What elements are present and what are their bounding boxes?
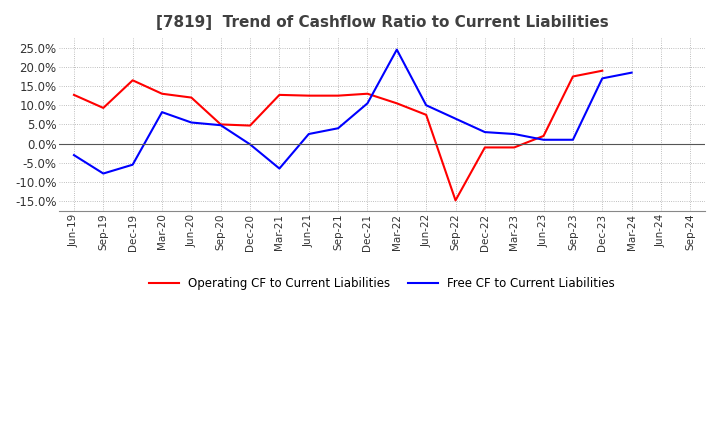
Free CF to Current Liabilities xyxy=(275,166,284,171)
Line: Operating CF to Current Liabilities: Operating CF to Current Liabilities xyxy=(74,71,602,200)
Operating CF to Current Liabilities xyxy=(99,105,107,110)
Free CF to Current Liabilities xyxy=(451,116,460,121)
Free CF to Current Liabilities xyxy=(187,120,196,125)
Free CF to Current Liabilities xyxy=(217,123,225,128)
Operating CF to Current Liabilities xyxy=(187,95,196,100)
Line: Free CF to Current Liabilities: Free CF to Current Liabilities xyxy=(74,50,631,173)
Free CF to Current Liabilities xyxy=(334,125,343,131)
Operating CF to Current Liabilities xyxy=(422,112,431,117)
Free CF to Current Liabilities xyxy=(510,132,518,137)
Operating CF to Current Liabilities xyxy=(158,91,166,96)
Operating CF to Current Liabilities xyxy=(275,92,284,98)
Operating CF to Current Liabilities xyxy=(70,92,78,98)
Title: [7819]  Trend of Cashflow Ratio to Current Liabilities: [7819] Trend of Cashflow Ratio to Curren… xyxy=(156,15,608,30)
Operating CF to Current Liabilities xyxy=(217,122,225,127)
Operating CF to Current Liabilities xyxy=(480,145,489,150)
Free CF to Current Liabilities xyxy=(70,153,78,158)
Operating CF to Current Liabilities xyxy=(451,198,460,203)
Operating CF to Current Liabilities xyxy=(363,91,372,96)
Free CF to Current Liabilities xyxy=(99,171,107,176)
Free CF to Current Liabilities xyxy=(128,162,137,167)
Operating CF to Current Liabilities xyxy=(128,78,137,83)
Free CF to Current Liabilities xyxy=(363,101,372,106)
Free CF to Current Liabilities xyxy=(392,47,401,52)
Free CF to Current Liabilities xyxy=(480,129,489,135)
Operating CF to Current Liabilities xyxy=(392,101,401,106)
Operating CF to Current Liabilities xyxy=(569,74,577,79)
Operating CF to Current Liabilities xyxy=(539,133,548,139)
Free CF to Current Liabilities xyxy=(569,137,577,143)
Free CF to Current Liabilities xyxy=(539,137,548,143)
Operating CF to Current Liabilities xyxy=(334,93,343,98)
Free CF to Current Liabilities xyxy=(246,142,254,147)
Operating CF to Current Liabilities xyxy=(246,123,254,128)
Free CF to Current Liabilities xyxy=(305,132,313,137)
Free CF to Current Liabilities xyxy=(158,110,166,115)
Legend: Operating CF to Current Liabilities, Free CF to Current Liabilities: Operating CF to Current Liabilities, Fre… xyxy=(145,272,620,295)
Free CF to Current Liabilities xyxy=(422,103,431,108)
Operating CF to Current Liabilities xyxy=(510,145,518,150)
Operating CF to Current Liabilities xyxy=(598,68,606,73)
Free CF to Current Liabilities xyxy=(627,70,636,75)
Free CF to Current Liabilities xyxy=(598,76,606,81)
Operating CF to Current Liabilities xyxy=(305,93,313,98)
